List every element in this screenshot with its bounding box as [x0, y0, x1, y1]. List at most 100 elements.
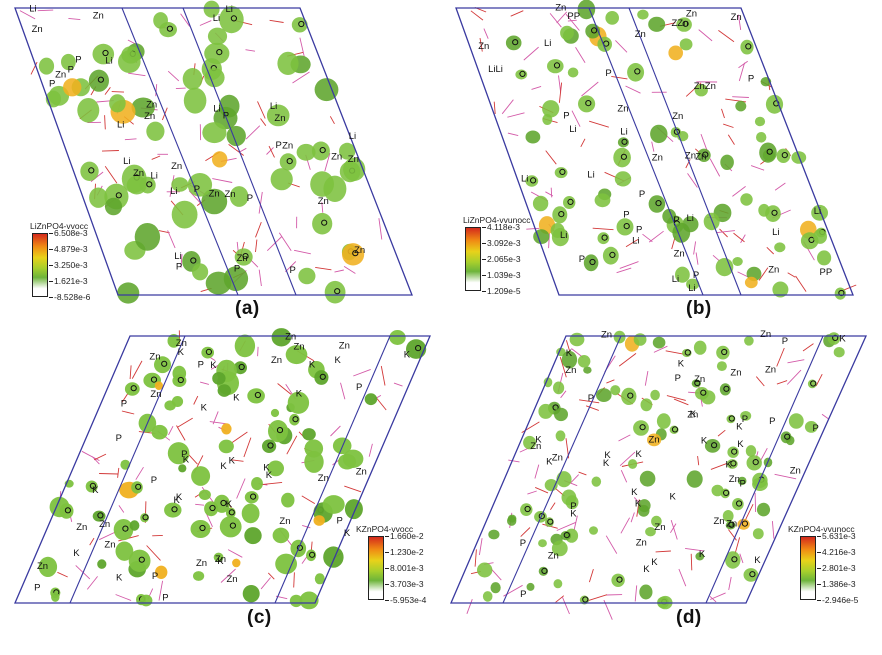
bond-line — [146, 545, 161, 561]
atom-label: P — [570, 501, 576, 512]
oxygen-ring — [415, 345, 422, 352]
atom-label: Zn — [552, 452, 563, 463]
density-blob — [314, 370, 329, 385]
oxygen-ring — [673, 128, 680, 135]
atom-label: Zn — [672, 111, 683, 122]
atom-label: P — [162, 592, 168, 603]
bond-line — [685, 159, 691, 169]
bond-line — [151, 155, 161, 160]
density-blob — [556, 471, 572, 488]
bond-line — [167, 230, 176, 249]
oxygen-ring — [97, 76, 105, 83]
atom-label: K — [176, 492, 183, 503]
bond-line — [86, 576, 98, 590]
panel-c: K Zn Zn P K K K Zn Zn P P P K K Zn Zn Zn Zn P K K K K Zn Zn Zn P P K… — [0, 328, 441, 655]
colorbar-title-b: LiZnPO4-vvunocc — [463, 215, 531, 225]
bond-line — [129, 365, 132, 380]
atom-label: K — [566, 348, 573, 359]
density-blob — [627, 63, 645, 82]
oxygen-ring — [352, 250, 359, 257]
bond-line — [698, 29, 713, 42]
bond-line — [490, 568, 502, 581]
bond-line — [644, 371, 649, 386]
bond-line — [738, 60, 748, 69]
bond-line — [375, 396, 387, 411]
bond-line — [673, 398, 689, 406]
atom-label: P — [673, 215, 679, 226]
oxygen-ring — [655, 200, 662, 207]
colorbar-b: LiZnPO4-vvunocc 4.118e-3 3.092e-3 2.065e… — [463, 215, 533, 296]
oxygen-ring — [209, 504, 216, 512]
atom-label: Zn — [694, 374, 705, 385]
atom-label: P — [68, 65, 74, 76]
atom-label: P — [636, 225, 642, 236]
density-blob — [551, 540, 568, 557]
density-blob — [583, 254, 599, 272]
bond-line — [630, 512, 635, 523]
oxygen-ring — [190, 257, 197, 264]
density-blob — [191, 466, 211, 486]
atom-label: Zn — [32, 24, 43, 35]
colorbar-tick: 3.703e-3 — [385, 579, 424, 589]
density-blob — [204, 68, 225, 88]
density-blob — [124, 382, 140, 396]
oxygen-ring — [752, 459, 759, 466]
density-blob — [159, 22, 178, 38]
atom-label: P — [693, 270, 699, 281]
atom-label: Zn — [282, 141, 293, 152]
density-blob — [543, 377, 553, 388]
bond-line — [758, 267, 769, 281]
atom-label: Zn — [133, 168, 144, 179]
cell-boundary-line — [705, 335, 824, 604]
atom-label: Zn — [76, 522, 87, 533]
bond-line — [723, 123, 734, 128]
oxygen-ring — [589, 258, 596, 266]
bond-line — [620, 470, 628, 483]
density-blob — [323, 546, 344, 568]
bond-line — [57, 571, 68, 578]
oxygen-ring — [563, 532, 570, 539]
bond-line — [728, 576, 732, 590]
density-blob — [547, 59, 564, 74]
oxygen-ring — [609, 251, 616, 258]
bond-line — [670, 519, 678, 540]
atom-label: P — [675, 373, 681, 384]
atom-label: Zn — [146, 100, 157, 111]
oxygen-ring — [634, 68, 641, 75]
density-blob — [523, 435, 537, 450]
bond-line — [278, 232, 292, 251]
bond-line — [266, 147, 274, 155]
bond-line — [294, 249, 311, 255]
bond-line — [104, 87, 111, 95]
bond-line — [378, 218, 383, 240]
density-blob — [651, 515, 662, 528]
bond-line — [718, 30, 735, 43]
density-blob — [115, 541, 134, 561]
density-blob — [693, 340, 707, 355]
oxygen-ring — [238, 363, 245, 371]
density-blob — [131, 97, 155, 118]
density-blob — [488, 529, 500, 540]
bond-line — [37, 9, 54, 12]
oxygen-ring — [585, 100, 592, 107]
density-blob — [203, 0, 220, 18]
atom-label: P — [49, 79, 55, 90]
atom-label: K — [839, 334, 846, 345]
bond-line — [508, 459, 520, 463]
oxygen-ring — [547, 518, 554, 525]
oxygen-ring — [138, 556, 145, 563]
atom-label: K — [201, 402, 208, 413]
density-blob — [296, 143, 316, 161]
density-blob — [695, 387, 709, 400]
bond-line — [559, 356, 567, 378]
density-blob — [490, 582, 501, 594]
density-blob — [155, 565, 168, 579]
atom-label: Zn — [729, 474, 740, 485]
atom-label: K — [263, 462, 270, 473]
density-blob — [703, 212, 720, 231]
oxygen-ring — [334, 288, 341, 295]
density-blob — [686, 470, 703, 488]
density-blob — [597, 36, 612, 52]
atom-label: K — [309, 359, 316, 370]
